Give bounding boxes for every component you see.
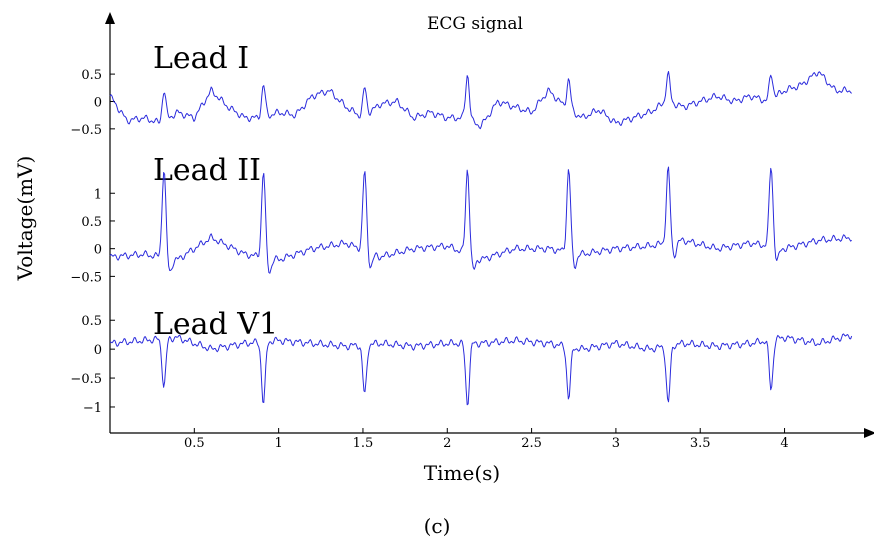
ecg-trace-line — [109, 70, 852, 130]
y-tick-label: 0.5 — [81, 68, 102, 83]
x-tick-label: 3 — [612, 436, 620, 451]
lead-panels: −0.5 0 0.5 Lead I −0.5 0 0.5 1 Lead II −1 −0.5 0 0.5… — [70, 41, 853, 416]
x-tick-label: 1 — [274, 436, 282, 451]
y-tick-label: 0.5 — [81, 215, 102, 230]
y-tick-label: −0.5 — [70, 123, 102, 138]
x-tick-label: 0.5 — [184, 436, 205, 451]
lead-label: Lead V1 — [153, 307, 278, 342]
y-tick-label: 1 — [94, 187, 102, 202]
x-tick-label: 2 — [443, 436, 451, 451]
lead-panel: −1 −0.5 0 0.5 Lead V1 — [70, 307, 853, 416]
panel-caption: (c) — [424, 514, 451, 538]
lead-panel: −0.5 0 0.5 1 Lead II — [70, 153, 852, 285]
x-tick-label: 3.5 — [690, 436, 711, 451]
lead-panel: −0.5 0 0.5 Lead I — [70, 41, 852, 138]
x-tick-label: 4 — [780, 436, 788, 451]
y-tick-label: −1 — [83, 401, 102, 416]
lead-label: Lead I — [153, 41, 249, 76]
y-tick-label: 0 — [94, 343, 102, 358]
y-tick-label: 0.5 — [81, 314, 102, 329]
y-tick-label: 0 — [94, 95, 102, 110]
y-axis-title: Voltage(mV) — [13, 156, 37, 282]
y-tick-label: −0.5 — [70, 270, 102, 285]
chart-title: ECG signal — [427, 14, 523, 34]
x-axis-title: Time(s) — [424, 461, 500, 485]
y-tick-label: −0.5 — [70, 372, 102, 387]
x-tick-label: 1.5 — [353, 436, 374, 451]
y-tick-label: 0 — [94, 243, 102, 258]
lead-label: Lead II — [153, 153, 261, 188]
x-tick-label: 2.5 — [521, 436, 542, 451]
x-axis-ticks: 0.5 1 1.5 2 2.5 3 3.5 4 — [184, 428, 789, 451]
ecg-trace-line — [109, 333, 853, 406]
ecg-trace-line — [109, 166, 852, 274]
